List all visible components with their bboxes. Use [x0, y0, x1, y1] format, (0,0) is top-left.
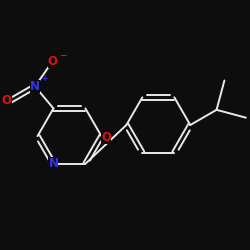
Text: N: N: [30, 80, 40, 93]
Text: +: +: [41, 74, 47, 83]
Text: O: O: [2, 94, 12, 107]
Text: N: N: [48, 157, 58, 170]
Text: −: −: [60, 50, 67, 59]
Text: O: O: [48, 55, 58, 68]
Text: O: O: [101, 131, 111, 144]
